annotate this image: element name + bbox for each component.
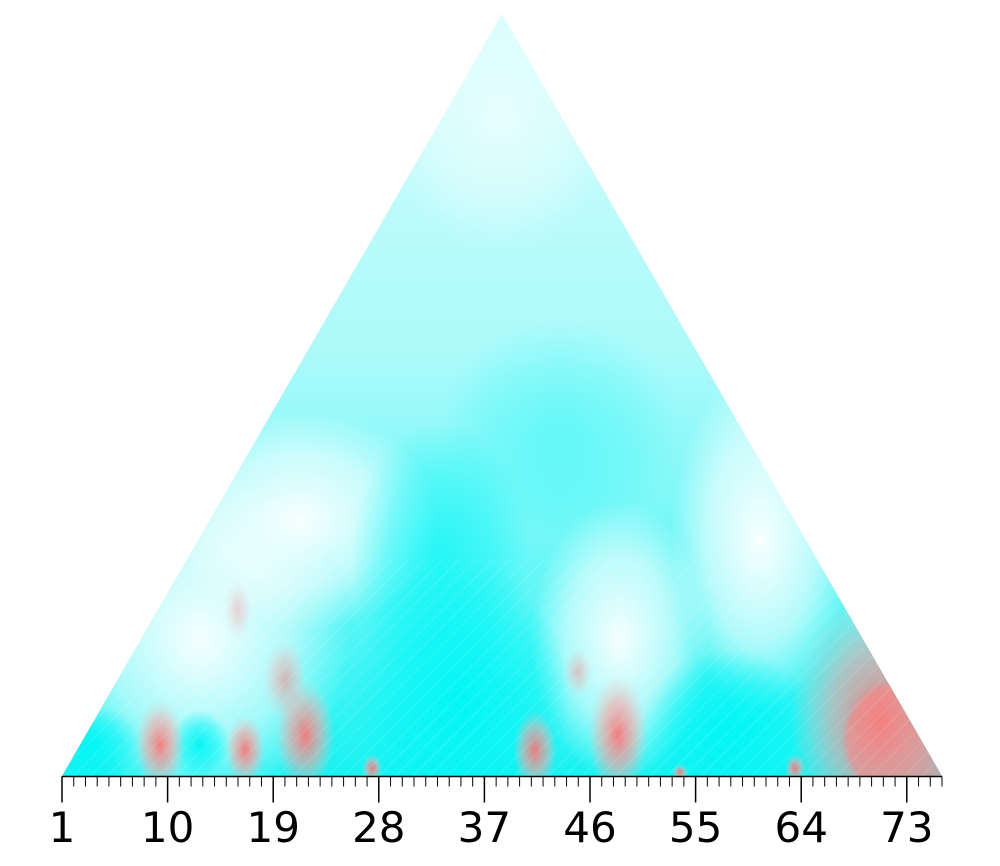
x-tick-label: 37 (458, 803, 511, 852)
x-tick-label: 10 (141, 803, 194, 852)
x-axis: 1 10 19 28 37 46 55 64 73 (49, 775, 943, 852)
x-tick-label: 64 (774, 803, 827, 852)
x-tick-label: 28 (352, 803, 405, 852)
x-tick-label: 46 (563, 803, 616, 852)
heatmap-region (440, 320, 680, 540)
x-tick-label: 1 (49, 803, 76, 852)
heatmap-texture (62, 560, 942, 776)
minor-ticks (61, 776, 943, 787)
x-tick-label: 19 (246, 803, 299, 852)
x-tick-label: 73 (880, 803, 933, 852)
major-ticks: 1 10 19 28 37 46 55 64 73 (49, 776, 934, 852)
x-tick-label: 55 (669, 803, 722, 852)
heatmap-area (62, 14, 942, 776)
heatmap-region (380, 14, 620, 250)
